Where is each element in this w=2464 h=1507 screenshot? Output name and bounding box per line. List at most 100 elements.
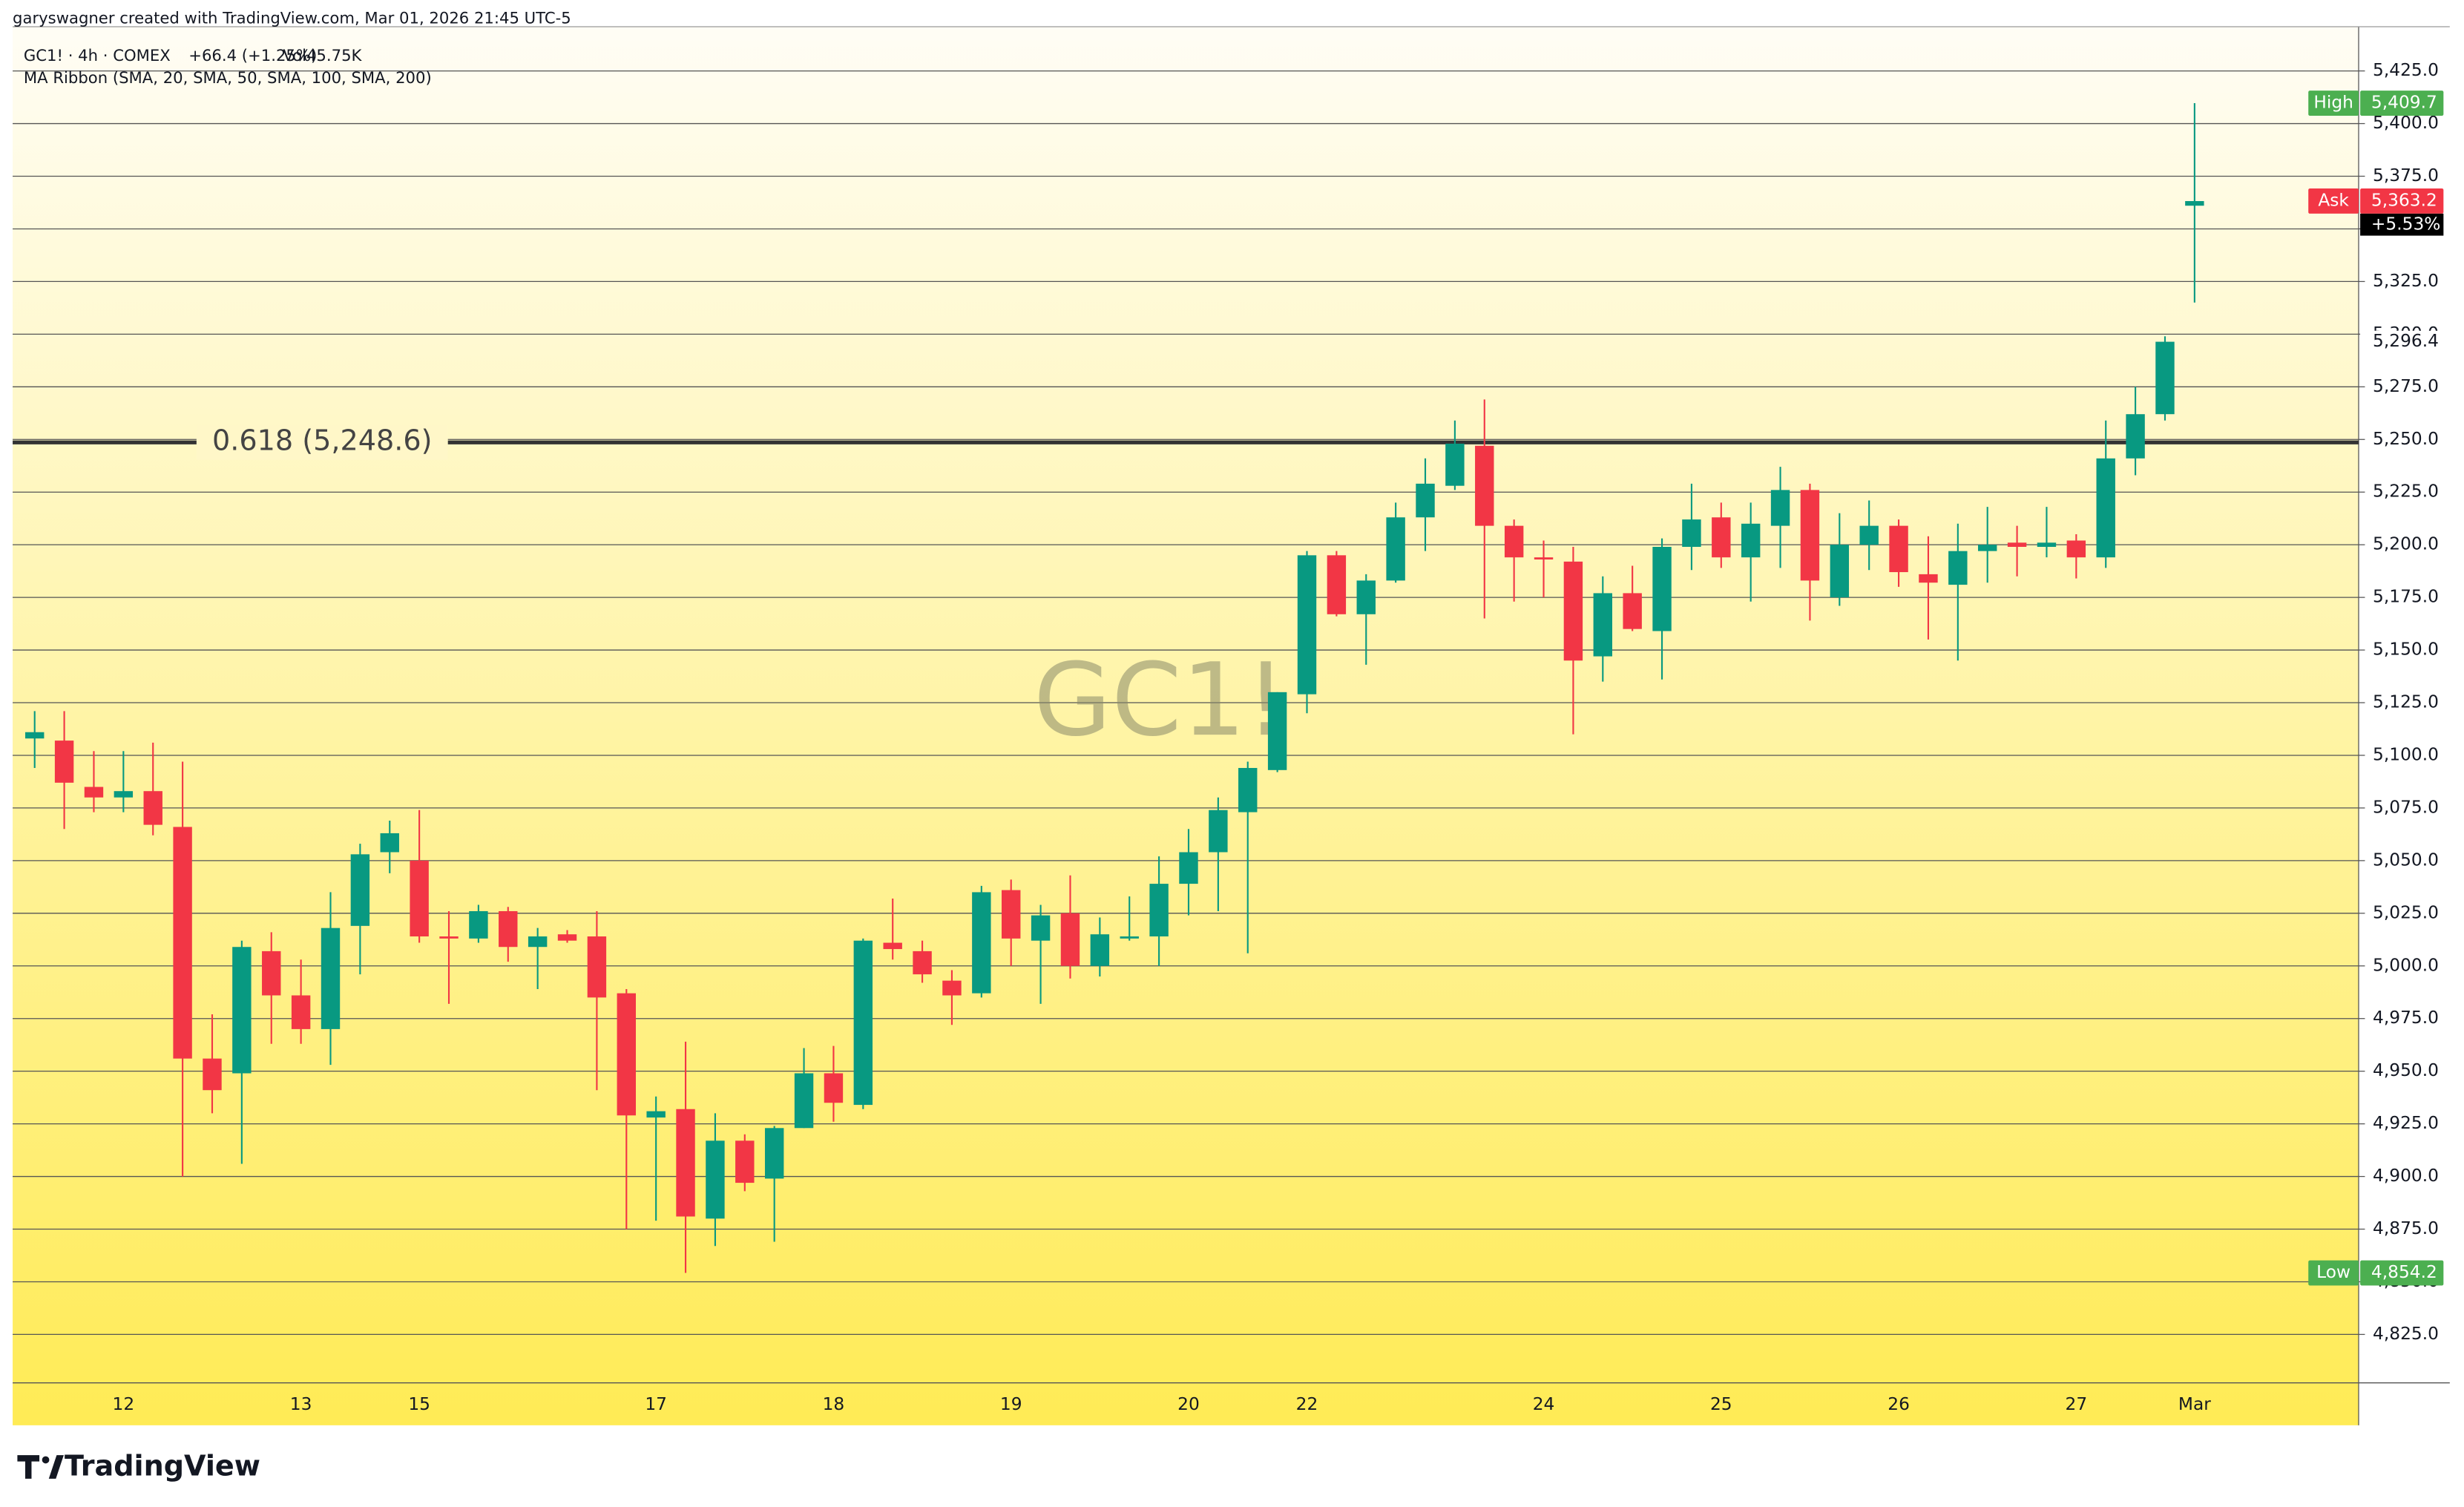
y-tick-label: 4,950.0 xyxy=(2373,1060,2439,1080)
x-tick-label: 25 xyxy=(1710,1394,1732,1414)
candle-body xyxy=(587,936,607,998)
candle-body xyxy=(1919,574,1938,583)
price-change: +5.53% xyxy=(2371,214,2440,234)
candle-body xyxy=(1386,517,1405,581)
price-marker-name-bg xyxy=(2308,1260,2359,1286)
candle-body xyxy=(2066,540,2086,558)
candle-body xyxy=(2126,414,2145,459)
x-tick-label: 22 xyxy=(1296,1394,1318,1414)
price-marker xyxy=(2360,91,2444,116)
price-marker xyxy=(2360,188,2444,214)
candle-body xyxy=(25,732,45,739)
candle-body xyxy=(1475,445,1494,526)
candle-body xyxy=(469,910,488,939)
y-tick-label: 5,100.0 xyxy=(2373,744,2439,764)
fib-level: 0.618 (5,248.6) xyxy=(13,424,2359,460)
candle-body xyxy=(54,741,74,783)
candle-body xyxy=(824,1073,844,1103)
price-marker-value: 5,296.4 xyxy=(2373,331,2439,351)
candle-body xyxy=(528,936,548,948)
candle-body xyxy=(439,936,459,939)
y-tick-label: 5,150.0 xyxy=(2373,640,2439,660)
x-tick-label: 19 xyxy=(1000,1394,1022,1414)
y-tick-label: 5,275.0 xyxy=(2373,376,2439,396)
candle-body xyxy=(972,892,991,994)
candle-body xyxy=(2007,542,2027,547)
candle-body xyxy=(1770,490,1790,526)
y-tick-label: 5,050.0 xyxy=(2373,850,2439,870)
x-tick-label: Mar xyxy=(2178,1394,2211,1414)
candle-body xyxy=(764,1128,784,1179)
x-tick-label: 24 xyxy=(1533,1394,1555,1414)
candle-body xyxy=(2037,542,2057,547)
x-tick-label: 20 xyxy=(1177,1394,1200,1414)
candle-body xyxy=(1416,483,1435,518)
plot-background xyxy=(13,27,2359,1425)
candle-body xyxy=(499,910,518,948)
x-tick-label: 13 xyxy=(290,1394,312,1414)
candle-body xyxy=(1297,555,1317,695)
candle-body xyxy=(1593,593,1612,657)
watermark: GC1! xyxy=(1034,641,1286,758)
y-tick-label: 4,875.0 xyxy=(2373,1218,2439,1238)
candle-body xyxy=(1179,852,1198,884)
x-tick-label: 17 xyxy=(645,1394,667,1414)
y-tick-label: 5,325.0 xyxy=(2373,271,2439,291)
y-tick-label: 5,400.0 xyxy=(2373,113,2439,133)
candle-body xyxy=(1978,545,1997,551)
candle-body xyxy=(1031,915,1051,941)
fib-label: 0.618 (5,248.6) xyxy=(212,424,432,457)
y-tick-label: 5,225.0 xyxy=(2373,482,2439,502)
candle-body xyxy=(1800,490,1820,581)
candle-body xyxy=(1327,555,1347,614)
candle-body xyxy=(1682,519,1701,547)
candle-body xyxy=(1060,913,1080,966)
candle-body xyxy=(1830,545,1850,598)
price-marker-name-bg xyxy=(2308,188,2359,214)
candle-body xyxy=(646,1111,666,1118)
candle-body xyxy=(1090,934,1110,966)
y-tick-label: 5,025.0 xyxy=(2373,902,2439,922)
candle-body xyxy=(1859,525,1879,545)
candle-body xyxy=(1741,523,1761,558)
candle-body xyxy=(617,993,636,1116)
price-marker-name: High xyxy=(2313,93,2353,113)
indicator: MA Ribbon (SMA, 20, SMA, 50, SMA, 100, S… xyxy=(24,68,432,87)
candle-body xyxy=(2096,458,2115,558)
candle-body xyxy=(1356,580,1376,614)
y-tick-label: 5,250.0 xyxy=(2373,429,2439,449)
y-tick-label: 4,975.0 xyxy=(2373,1008,2439,1028)
candle-body xyxy=(380,833,399,853)
candle-body xyxy=(1623,593,1642,629)
candle-body xyxy=(1563,561,1583,661)
change: +66.4 (+1.25%) xyxy=(188,46,317,65)
x-tick-label: 18 xyxy=(823,1394,845,1414)
price-marker xyxy=(2360,1260,2444,1286)
candle-body xyxy=(350,854,370,926)
brand-name: TradingView xyxy=(65,1450,260,1483)
x-axis: 12 13 15 17 18 19 20 22 24 25 26 27 Mar xyxy=(113,1394,2212,1414)
candle-body xyxy=(84,787,104,798)
candle-body xyxy=(942,980,962,996)
candle-body xyxy=(321,927,341,1029)
candle-body xyxy=(1445,443,1465,486)
x-tick-label: 12 xyxy=(113,1394,135,1414)
fib-label-bg xyxy=(196,424,448,460)
candle-body xyxy=(557,934,577,941)
candles xyxy=(25,103,2204,1273)
candle-body xyxy=(913,951,932,975)
candle-body xyxy=(2185,200,2204,206)
candle-body xyxy=(1889,525,1908,573)
candle-body xyxy=(794,1073,814,1129)
candle-body xyxy=(676,1109,695,1217)
candle-body xyxy=(853,940,873,1106)
candle-body xyxy=(203,1058,222,1091)
candle-body xyxy=(262,951,281,996)
price-marker-name: Ask xyxy=(2318,190,2349,210)
price-marker-name-bg xyxy=(2308,91,2359,116)
price-change-bg xyxy=(2360,213,2444,236)
x-tick-label: 15 xyxy=(408,1394,430,1414)
price-marker-value: 5,409.7 xyxy=(2371,93,2437,113)
y-tick-label: 5,000.0 xyxy=(2373,955,2439,975)
